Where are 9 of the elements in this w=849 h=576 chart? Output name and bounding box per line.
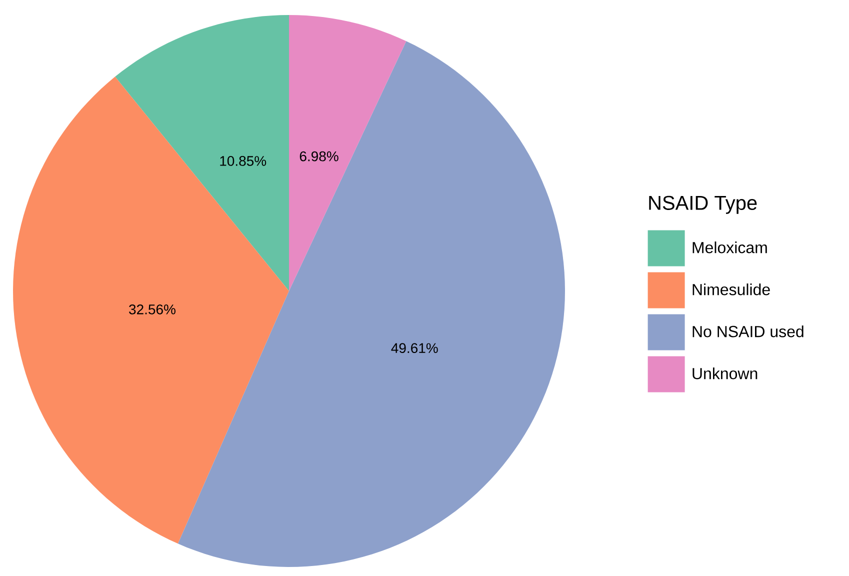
legend-label: Unknown [692, 367, 758, 380]
legend-label: No NSAID used [692, 325, 804, 338]
legend-label: Meloxicam [692, 241, 767, 254]
data-label: 49.61% [391, 343, 438, 354]
data-label: 32.56% [129, 304, 176, 314]
legend-label: Nimesulide [692, 283, 770, 296]
data-label: 6.98% [300, 151, 338, 162]
legend-title: NSAID Type [649, 196, 757, 214]
data-label: 10.85% [220, 156, 266, 166]
